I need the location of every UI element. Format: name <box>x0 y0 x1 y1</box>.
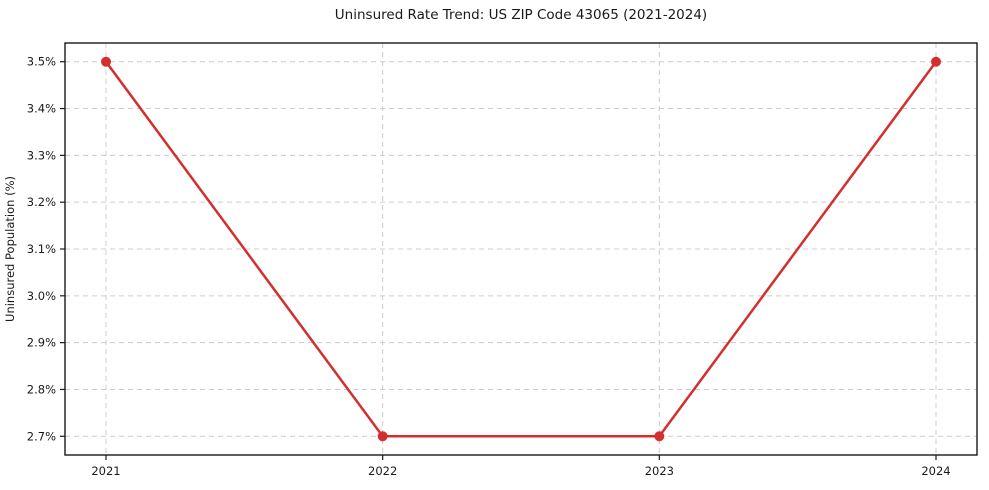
data-point-marker <box>377 431 388 442</box>
x-tick-label: 2022 <box>368 464 397 478</box>
data-point-marker <box>654 431 665 442</box>
x-tick-label: 2021 <box>91 464 120 478</box>
y-tick-label: 2.9% <box>27 336 56 350</box>
x-tick-label: 2023 <box>645 464 674 478</box>
x-tick-label: 2024 <box>921 464 950 478</box>
y-tick-label: 3.3% <box>27 148 56 162</box>
y-tick-label: 2.8% <box>27 382 56 396</box>
y-tick-label: 3.4% <box>27 102 56 116</box>
y-tick-label: 3.1% <box>27 242 56 256</box>
y-axis-label: Uninsured Population (%) <box>3 176 17 322</box>
y-tick-label: 3.5% <box>27 55 56 69</box>
chart-title: Uninsured Rate Trend: US ZIP Code 43065 … <box>334 7 708 23</box>
y-tick-label: 3.2% <box>27 195 56 209</box>
y-tick-label: 2.7% <box>27 429 56 443</box>
data-point-marker <box>101 56 111 67</box>
data-point-marker <box>931 56 941 67</box>
y-tick-label: 3.0% <box>27 289 56 303</box>
trend-line <box>104 60 938 438</box>
